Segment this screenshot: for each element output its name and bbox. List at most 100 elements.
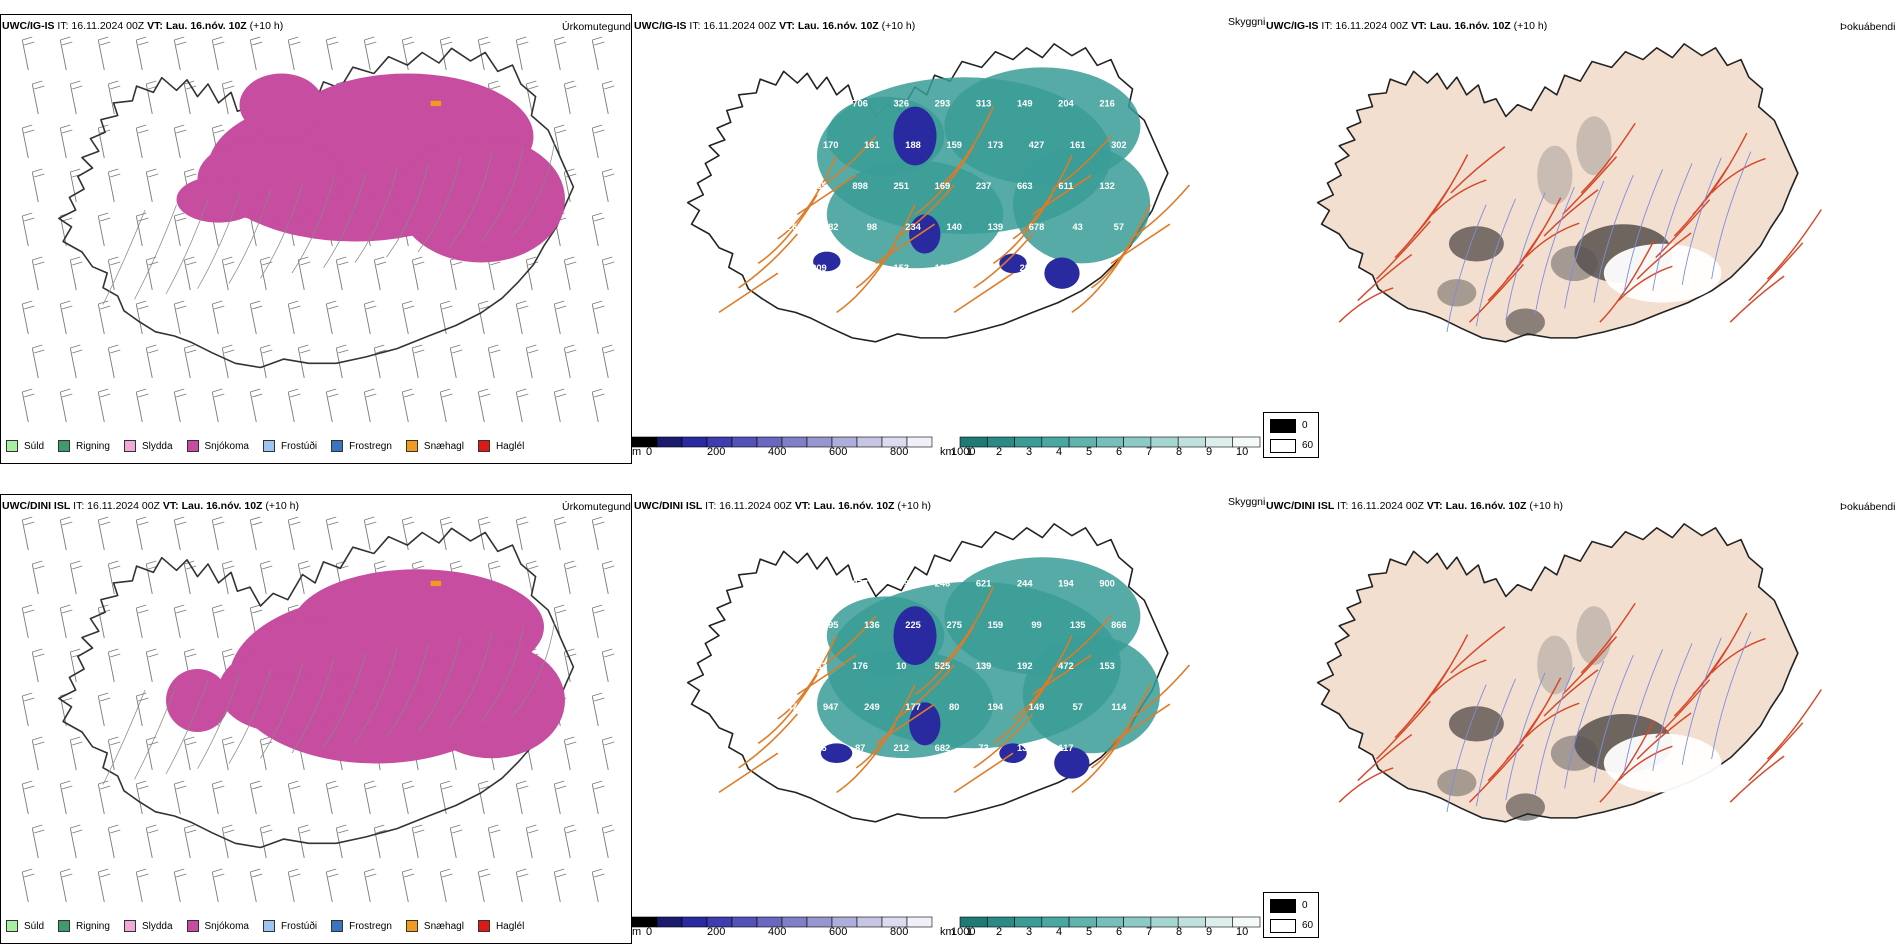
river-line — [1711, 151, 1752, 280]
road-line — [291, 178, 335, 274]
cloud-base-label: 153 — [894, 263, 910, 273]
road-line — [1524, 222, 1580, 259]
cloud-base-label: 117 — [1058, 743, 1073, 753]
road-line — [914, 145, 975, 216]
wind-barb — [107, 256, 121, 291]
iceland-coastline — [58, 47, 575, 369]
colorbar-segment — [906, 436, 933, 448]
legend-item: Snjókoma — [186, 440, 249, 452]
cloud-base-label: 293 — [935, 99, 951, 109]
wind-barb — [59, 604, 73, 639]
low-cloud-base-area — [893, 606, 937, 665]
wind-barb — [59, 36, 73, 71]
precip-legend-dini: Súld Rigning Slydda Snjókoma Frostúði Frostre… — [6, 920, 538, 932]
river-line — [1564, 660, 1605, 789]
legend-label: Frostregn — [349, 440, 392, 452]
cloud-base-label: 130 — [770, 743, 786, 753]
legend-item: Haglél — [477, 440, 524, 452]
cloud-base-label: 525 — [935, 661, 951, 671]
cloud-base-label: 164 — [770, 661, 786, 671]
wind-barb — [325, 780, 339, 815]
road-line — [973, 233, 1034, 289]
colorbar-tick: 10 — [1236, 446, 1249, 458]
wind-barb — [363, 516, 377, 551]
legend-item: Frostúði — [262, 440, 317, 452]
wind-barb — [211, 780, 225, 815]
legend-item: Frostregn — [331, 440, 392, 452]
cloud-base-label: 57 — [1114, 222, 1124, 232]
river-line — [1622, 169, 1664, 297]
wind-barb — [97, 300, 111, 335]
road-line — [718, 272, 779, 314]
road-line — [165, 199, 209, 295]
cloud-title-dini: Skyggni — [1228, 496, 1266, 508]
cloud-base-label: 313 — [811, 579, 827, 589]
cloud-base-label: 204 — [1058, 99, 1074, 109]
wind-barb — [259, 736, 273, 771]
cloud-base-label: 326 — [894, 99, 910, 109]
cloud-base-label: 153 — [1099, 661, 1115, 671]
precip-header-dini: UWC/DINI ISL IT: 16.11.2024 00Z VT: Lau.… — [2, 500, 299, 512]
cloud-base-label: 170 — [823, 140, 839, 150]
wind-barb — [411, 344, 425, 379]
road-line — [102, 209, 146, 305]
road-line — [1580, 122, 1636, 194]
river-line — [1652, 643, 1693, 771]
road-line — [1729, 755, 1785, 803]
wind-barb — [525, 824, 539, 859]
colorbar-tick: 4 — [1056, 446, 1063, 458]
cloud-base-label: 87 — [855, 743, 865, 753]
road-line — [1110, 703, 1171, 745]
legend-swatch — [262, 440, 275, 452]
wind-barb — [107, 648, 121, 683]
colorbar-segment — [1232, 916, 1261, 928]
precip-map-igis — [21, 36, 615, 423]
wind-barb — [31, 80, 45, 115]
road-line — [1562, 636, 1618, 695]
wind-barb — [325, 300, 339, 335]
fog-legend-igis: 0 60 — [1263, 412, 1319, 458]
cloud-base-colorbar-dini — [631, 916, 933, 928]
cloud-base-label: 947 — [823, 702, 839, 712]
wind-barb — [477, 300, 491, 335]
colorbar-tick: 5 — [1086, 446, 1093, 458]
wind-barb — [515, 516, 529, 551]
wind-barb — [287, 36, 301, 71]
cloud-header-igis: UWC/IG-IS IT: 16.11.2024 00Z VT: Lau. 16… — [634, 20, 916, 32]
road-line — [1032, 174, 1092, 216]
river-line — [1505, 672, 1546, 801]
cloud-base-label: 173 — [988, 140, 1004, 150]
road-line — [1450, 146, 1506, 194]
wind-barb — [591, 124, 605, 159]
cloud-base-label: 147 — [782, 702, 798, 712]
road-line — [1051, 615, 1112, 671]
wind-barb — [325, 36, 339, 71]
river-line — [1446, 684, 1487, 813]
cloud-base-label: 706 — [852, 99, 868, 109]
dew-map-igis — [1316, 43, 1822, 343]
wind-barb — [211, 388, 225, 423]
wind-barb — [287, 388, 301, 423]
wind-barb — [287, 300, 301, 335]
legend-swatch — [405, 920, 418, 932]
colorbar-tick: 1000 — [951, 446, 976, 458]
fog-index-area — [1437, 768, 1477, 797]
wind-barb — [591, 780, 605, 815]
cloud-base-label: 482 — [823, 222, 839, 232]
road-line — [1543, 669, 1599, 717]
road-line — [1729, 275, 1785, 323]
cloud-base-label: 161 — [864, 140, 880, 150]
wind-barb — [297, 344, 311, 379]
wind-barb — [563, 648, 577, 683]
wind-barb — [183, 256, 197, 291]
road-line — [934, 106, 995, 191]
wind-barb — [69, 168, 83, 203]
wind-barb — [221, 560, 235, 595]
visibility-colorbar-dini — [959, 916, 1261, 928]
wind-barb — [563, 80, 577, 115]
legend-item: Rigning — [58, 920, 110, 932]
wind-barb — [449, 824, 463, 859]
river-line — [1622, 649, 1664, 777]
wind-barb — [107, 824, 121, 859]
precip-panel-dini — [0, 494, 632, 944]
